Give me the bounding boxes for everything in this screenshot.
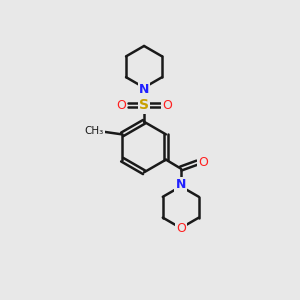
Text: O: O <box>198 156 208 169</box>
Text: O: O <box>162 99 172 112</box>
Text: O: O <box>116 99 126 112</box>
Text: O: O <box>176 221 186 235</box>
Text: CH₃: CH₃ <box>84 126 104 136</box>
Text: N: N <box>139 82 149 96</box>
Text: S: S <box>139 98 149 112</box>
Text: N: N <box>176 178 186 191</box>
